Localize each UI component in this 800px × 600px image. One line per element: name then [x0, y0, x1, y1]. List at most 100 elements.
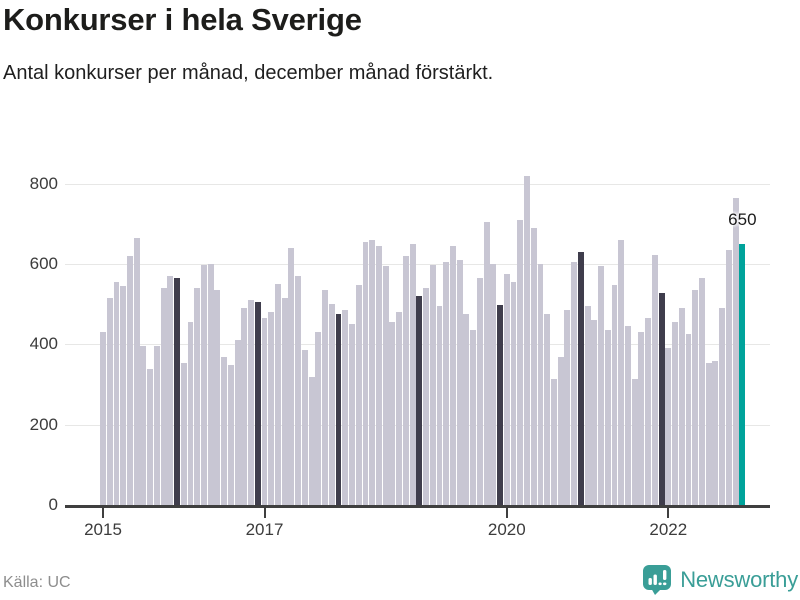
bar-month — [133, 238, 140, 505]
x-tick-label-2017: 2017 — [245, 520, 284, 539]
bar-month — [308, 376, 315, 505]
bar-month — [160, 288, 167, 505]
bar-month — [544, 314, 551, 505]
x-tick-label-2020: 2020 — [487, 520, 526, 539]
bar-month — [436, 306, 443, 505]
bar-month — [678, 308, 685, 505]
bar-month — [450, 246, 456, 505]
bar-december — [254, 302, 261, 505]
bar-month — [248, 300, 254, 505]
bar-month — [342, 310, 349, 505]
bar-month — [456, 260, 463, 505]
bar-month — [598, 266, 604, 505]
x-axis-line — [65, 505, 770, 508]
bar-month — [234, 340, 241, 505]
bar-month — [167, 276, 174, 505]
bar-month — [221, 356, 228, 505]
bar-december — [335, 314, 342, 505]
bar-month — [201, 265, 207, 505]
bar-month — [315, 332, 322, 505]
bar-month — [322, 290, 329, 505]
bar-month — [281, 298, 288, 505]
bar-month — [147, 368, 154, 505]
y-tick-label-0: 0 — [48, 495, 58, 514]
bar-month — [402, 256, 409, 505]
bar-month — [611, 285, 618, 505]
bar-month — [624, 326, 631, 505]
bar-month — [396, 312, 403, 505]
bar-month — [301, 350, 308, 505]
bar-month — [503, 274, 510, 505]
bar-month — [120, 286, 127, 505]
bar-month — [389, 322, 396, 505]
newsworthy-logo-icon — [642, 564, 673, 596]
bar-month — [288, 248, 295, 505]
bar-month — [362, 242, 369, 505]
bar-month — [510, 282, 517, 505]
bar-december — [577, 252, 584, 505]
bar-month — [490, 264, 497, 505]
bar-month — [692, 290, 699, 505]
y-tick-label-400: 400 — [29, 334, 58, 354]
x-tick-2022 — [667, 505, 670, 518]
bar-month — [665, 348, 672, 505]
bar-month — [699, 278, 705, 505]
gridline-800 — [65, 183, 770, 185]
chart-subtitle: Antal konkurser per månad, december måna… — [3, 62, 494, 84]
bar-month — [443, 262, 450, 505]
bar-month — [355, 285, 362, 505]
bar-month — [100, 332, 106, 505]
x-tick-2015 — [102, 505, 104, 518]
bar-month — [328, 304, 335, 505]
bar-month — [537, 264, 544, 505]
bar-month — [423, 288, 429, 505]
bar-month — [732, 198, 739, 505]
bar-month — [725, 250, 732, 505]
brand-footer: Newsworthy — [642, 564, 798, 596]
bar-month — [651, 255, 658, 505]
bar-latest-highlight — [739, 244, 746, 505]
bar-month — [470, 330, 477, 505]
x-tick-label-2022: 2022 — [649, 520, 688, 539]
bar-month — [591, 320, 598, 505]
bar-month — [153, 346, 160, 505]
bar-december — [658, 293, 665, 505]
bar-month — [375, 246, 382, 505]
bar-december — [174, 278, 180, 505]
bar-month — [524, 175, 530, 505]
bar-month — [241, 308, 248, 505]
bar-month — [369, 240, 376, 505]
bar-month — [187, 322, 194, 505]
y-tick-label-200: 200 — [29, 414, 58, 434]
bar-month — [638, 332, 645, 505]
bar-month — [719, 308, 726, 505]
bar-month — [604, 330, 611, 505]
bar-month — [483, 222, 490, 505]
bar-month — [645, 318, 652, 505]
page-title: Konkurser i hela Sverige — [3, 2, 362, 37]
bar-month — [550, 378, 557, 505]
bar-month — [672, 322, 678, 505]
bar-month — [584, 306, 591, 505]
bar-month — [349, 324, 355, 505]
bar-month — [530, 228, 537, 505]
bar-month — [106, 298, 113, 505]
y-tick-label-800: 800 — [29, 173, 58, 193]
gridline-600 — [65, 264, 770, 266]
bar-month — [113, 282, 120, 505]
bar-month — [631, 378, 638, 505]
x-tick-2017 — [263, 505, 266, 518]
bar-month — [207, 264, 214, 505]
bar-month — [268, 312, 275, 505]
bar-month — [409, 244, 416, 505]
bar-december — [416, 296, 423, 505]
bar-month — [705, 362, 712, 505]
bar-december — [497, 305, 503, 505]
y-tick-label-600: 600 — [29, 254, 58, 274]
source-note: Källa: UC — [3, 574, 71, 591]
bar-month — [476, 278, 483, 505]
bar-month — [712, 360, 719, 505]
bar-month — [214, 290, 221, 505]
